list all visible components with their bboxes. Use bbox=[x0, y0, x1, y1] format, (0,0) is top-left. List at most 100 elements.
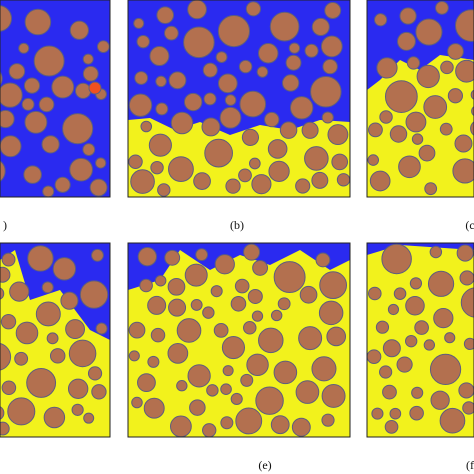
grain bbox=[82, 65, 99, 82]
grain bbox=[167, 342, 189, 364]
grain bbox=[429, 353, 462, 386]
grain bbox=[41, 135, 60, 154]
grain bbox=[416, 64, 440, 89]
grain bbox=[71, 403, 84, 416]
grain bbox=[217, 73, 238, 94]
grain bbox=[454, 134, 473, 153]
grain bbox=[0, 406, 5, 420]
panel bbox=[0, 243, 110, 437]
grain bbox=[38, 96, 55, 113]
grain bbox=[249, 157, 261, 170]
grain bbox=[87, 366, 103, 381]
grain bbox=[288, 42, 301, 54]
grain bbox=[219, 106, 242, 129]
grain bbox=[83, 412, 95, 424]
grain bbox=[1, 252, 16, 267]
grain bbox=[251, 174, 272, 195]
grain bbox=[405, 295, 425, 316]
grain bbox=[240, 373, 254, 387]
grain bbox=[190, 298, 203, 311]
grain bbox=[150, 327, 166, 343]
grain bbox=[298, 326, 323, 351]
grain bbox=[150, 160, 164, 175]
grain bbox=[203, 92, 217, 106]
grain bbox=[427, 270, 455, 297]
grain bbox=[452, 158, 474, 184]
grain bbox=[447, 88, 464, 104]
grain bbox=[279, 121, 298, 139]
grain bbox=[269, 11, 300, 42]
grain bbox=[210, 285, 223, 298]
grain bbox=[176, 318, 202, 343]
grain bbox=[440, 60, 454, 75]
grain bbox=[471, 106, 474, 117]
grain bbox=[0, 313, 17, 330]
grain bbox=[204, 138, 233, 168]
grain bbox=[0, 287, 5, 300]
grain bbox=[65, 319, 86, 340]
grain bbox=[405, 111, 427, 133]
grain bbox=[444, 332, 456, 344]
grain bbox=[247, 288, 263, 305]
panel-label: ) bbox=[3, 218, 7, 232]
grain bbox=[89, 178, 108, 197]
grain bbox=[75, 82, 92, 99]
grain bbox=[326, 326, 347, 347]
panel-label: (c bbox=[465, 218, 474, 232]
grain bbox=[455, 59, 474, 83]
grain bbox=[379, 110, 393, 124]
grain bbox=[375, 320, 390, 334]
grain bbox=[168, 71, 187, 90]
grain bbox=[257, 43, 279, 64]
grain bbox=[368, 122, 383, 138]
grain bbox=[418, 144, 436, 162]
grain bbox=[315, 252, 331, 268]
grain bbox=[367, 154, 380, 166]
grain bbox=[396, 356, 413, 373]
grain bbox=[49, 348, 66, 364]
grain bbox=[18, 42, 30, 54]
grain bbox=[42, 185, 55, 197]
grain bbox=[221, 335, 246, 360]
grain bbox=[456, 244, 474, 262]
grain bbox=[405, 334, 418, 348]
grain bbox=[187, 364, 211, 388]
grain bbox=[382, 384, 397, 400]
grain bbox=[393, 287, 407, 300]
grain bbox=[245, 1, 261, 17]
grain bbox=[201, 117, 221, 137]
grain bbox=[7, 397, 36, 426]
grain bbox=[462, 401, 474, 415]
grain bbox=[384, 80, 418, 113]
grain bbox=[156, 6, 175, 25]
grain bbox=[411, 133, 424, 145]
grain bbox=[463, 337, 474, 351]
grain bbox=[454, 9, 474, 42]
grain bbox=[95, 322, 108, 335]
grain bbox=[458, 382, 474, 399]
grain bbox=[82, 53, 94, 65]
grain bbox=[168, 156, 194, 183]
grain bbox=[27, 245, 54, 272]
grain bbox=[406, 56, 421, 70]
grain bbox=[0, 343, 12, 371]
grain bbox=[0, 160, 6, 182]
grain bbox=[170, 415, 192, 437]
grain bbox=[164, 25, 179, 41]
grain bbox=[14, 351, 29, 366]
grain bbox=[460, 287, 474, 318]
grain bbox=[397, 31, 416, 51]
grain bbox=[8, 63, 26, 80]
grain bbox=[0, 82, 23, 108]
grain bbox=[215, 51, 228, 63]
grain bbox=[239, 90, 267, 118]
grain bbox=[273, 360, 298, 385]
panel bbox=[367, 0, 474, 197]
panel-border bbox=[0, 242, 111, 438]
grain bbox=[429, 245, 443, 259]
grain bbox=[415, 18, 443, 46]
grain bbox=[384, 420, 399, 434]
grain bbox=[23, 165, 42, 184]
grain bbox=[447, 43, 464, 60]
grain bbox=[157, 183, 171, 197]
